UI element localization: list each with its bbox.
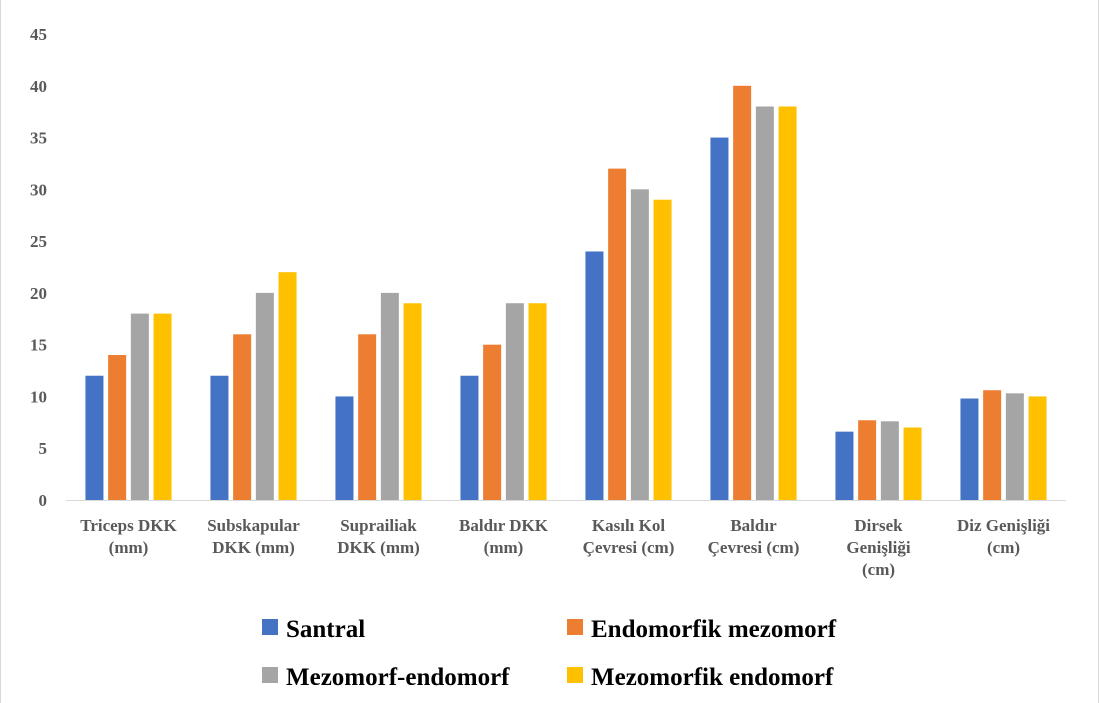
- x-tick-label: Dirsek Genişliği (cm): [846, 516, 911, 579]
- legend-swatch: [567, 667, 583, 683]
- x-tick-label-line: Suprailiak: [340, 516, 417, 535]
- x-tick-label-line: (cm): [987, 538, 1020, 557]
- bar: [460, 375, 479, 500]
- legend-label: Mezomorfik endomorf: [591, 664, 834, 691]
- x-tick-label-line: (cm): [862, 560, 895, 579]
- bar: [278, 272, 297, 500]
- x-tick-label-line: Genişliği: [846, 538, 911, 557]
- bar: [233, 334, 252, 500]
- x-tick-label: Baldır Çevresi (cm): [708, 516, 800, 557]
- bar: [153, 313, 172, 500]
- bar: [733, 85, 752, 500]
- bar-series-3: [130, 106, 1024, 501]
- bar: [335, 396, 354, 500]
- bar: [903, 427, 922, 500]
- y-tick-label: 45: [30, 25, 47, 44]
- x-tick-label-line: Triceps DKK: [80, 516, 177, 535]
- bar: [778, 106, 797, 501]
- bar: [608, 168, 627, 500]
- y-tick-label: 20: [30, 284, 47, 303]
- x-tick-label-line: (mm): [109, 538, 149, 557]
- bar: [1005, 393, 1024, 500]
- bar: [585, 251, 604, 500]
- bar: [653, 199, 672, 500]
- bar: [108, 355, 127, 500]
- x-tick-label: Diz Genişliği (cm): [957, 516, 1050, 557]
- legend-item: Mezomorfik endomorf: [567, 664, 834, 691]
- bar: [1028, 396, 1047, 500]
- bar-series-group: [85, 85, 1047, 501]
- y-axis: 0 5 10 15 20 25 30 35 40 45: [30, 25, 47, 510]
- bar: [380, 292, 399, 500]
- bar-series-1: [85, 137, 979, 500]
- bar: [983, 390, 1002, 500]
- x-tick-label-line: Baldır: [730, 516, 777, 535]
- bar: [210, 375, 229, 500]
- x-tick-label: Subskapular DKK (mm): [207, 516, 300, 557]
- x-tick-label-line: DKK (mm): [212, 538, 295, 557]
- y-tick-label: 0: [39, 491, 48, 510]
- bar: [630, 189, 649, 500]
- y-tick-label: 35: [30, 129, 47, 148]
- y-tick-label: 10: [30, 387, 47, 406]
- bar-series-2: [108, 85, 1002, 500]
- bar: [960, 398, 979, 500]
- legend-label: Endomorfik mezomorf: [591, 616, 837, 643]
- legend-item: Mezomorf-endomorf: [262, 664, 510, 691]
- bar: [835, 431, 854, 500]
- legend: Santral Endomorfik mezomorf Mezomorf-endom…: [262, 616, 837, 691]
- x-tick-label-line: DKK (mm): [337, 538, 420, 557]
- legend-label: Santral: [286, 616, 365, 643]
- y-tick-label: 25: [30, 232, 47, 251]
- bar: [255, 292, 274, 500]
- bar: [403, 303, 422, 500]
- legend-label: Mezomorf-endomorf: [286, 664, 510, 691]
- bar: [505, 303, 524, 500]
- x-tick-label-line: Subskapular: [207, 516, 300, 535]
- x-tick-label-line: Baldır DKK: [459, 516, 549, 535]
- y-tick-label: 40: [30, 77, 47, 96]
- y-tick-label: 15: [30, 336, 47, 355]
- y-tick-label: 30: [30, 180, 47, 199]
- bar: [85, 375, 104, 500]
- x-tick-label-line: Çevresi (cm): [583, 538, 675, 557]
- x-tick-label: Kasılı Kol Çevresi (cm): [583, 516, 675, 557]
- bar: [483, 344, 502, 500]
- x-tick-label: Suprailiak DKK (mm): [337, 516, 420, 557]
- x-axis: Triceps DKK (mm)Subskapular DKK (mm)Suprai…: [80, 516, 1050, 579]
- y-tick-label: 5: [39, 439, 48, 458]
- bar: [880, 421, 899, 500]
- x-tick-label-line: Çevresi (cm): [708, 538, 800, 557]
- legend-swatch: [262, 667, 278, 683]
- x-tick-label: Baldır DKK (mm): [459, 516, 549, 557]
- bar: [130, 313, 149, 500]
- legend-item: Endomorfik mezomorf: [567, 616, 837, 643]
- legend-swatch: [567, 619, 583, 635]
- bar: [858, 420, 877, 500]
- bar: [710, 137, 729, 500]
- x-tick-label-line: Kasılı Kol: [592, 516, 665, 535]
- x-tick-label-line: Diz Genişliği: [957, 516, 1050, 535]
- bar: [358, 334, 377, 500]
- x-tick-label: Triceps DKK (mm): [80, 516, 177, 557]
- bar: [755, 106, 774, 501]
- x-tick-label-line: Dirsek: [854, 516, 903, 535]
- legend-item: Santral: [262, 616, 365, 643]
- legend-swatch: [262, 619, 278, 635]
- bar: [528, 303, 547, 500]
- bar-series-4: [153, 106, 1047, 501]
- x-tick-label-line: (mm): [484, 538, 524, 557]
